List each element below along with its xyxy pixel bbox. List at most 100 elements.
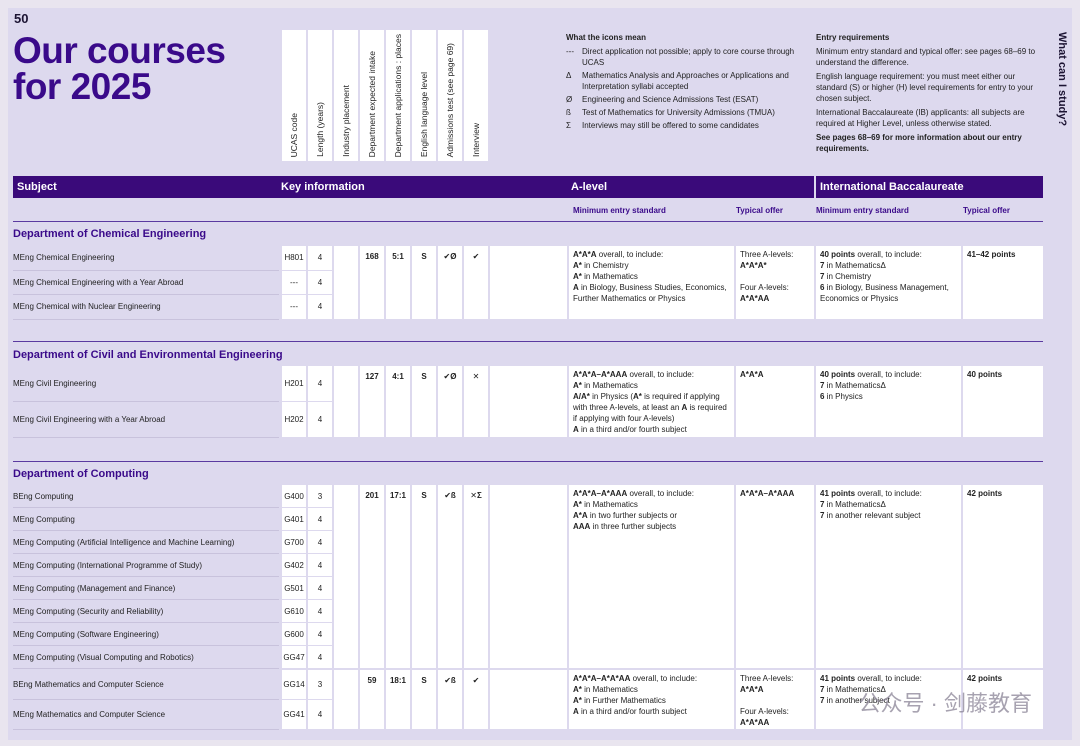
a-level-min-standard: A*A*A overall, to include: A* in Chemistr… <box>569 246 734 319</box>
column-header-label: Industry placement <box>341 85 351 157</box>
legend-text: Interviews may still be offered to some … <box>582 121 759 130</box>
ucas-code: G610 <box>282 600 306 622</box>
course-length: 4 <box>308 366 332 401</box>
page-number: 50 <box>14 11 29 26</box>
applications-ratio: 5:1 <box>386 246 410 319</box>
entry-requirements: Entry requirements Minimum entry standar… <box>816 32 1038 157</box>
industry-placement <box>334 366 358 437</box>
course-length: 4 <box>308 623 332 645</box>
ucas-code: GG14 <box>282 670 306 699</box>
course-name: MEng Chemical with Nuclear Engineering <box>13 295 279 320</box>
bar-subject: Subject <box>13 176 281 198</box>
department-heading: Department of Computing <box>13 468 149 480</box>
course-name: MEng Computing (International Programme … <box>13 554 279 577</box>
spacer-cell <box>490 366 567 437</box>
column-header: Department applications : places <box>386 30 410 161</box>
industry-placement <box>334 246 358 319</box>
applications-ratio: 4:1 <box>386 366 410 437</box>
course-length: 4 <box>308 531 332 553</box>
expected-intake: 168 <box>360 246 384 319</box>
page-title: Our courses for 2025 <box>13 30 226 107</box>
label-ib-min-standard: Minimum entry standard <box>816 206 909 215</box>
ucas-code: G600 <box>282 623 306 645</box>
industry-placement <box>334 485 358 668</box>
column-header: Length (years) <box>308 30 332 161</box>
icon-legend: What the icons mean --- Direct applicatio… <box>566 32 796 133</box>
course-length: 3 <box>308 485 332 507</box>
column-header: English language level <box>412 30 436 161</box>
column-header-label: Interview <box>471 122 481 157</box>
ib-min-standard: 41 points overall, to include: 7 in Mathe… <box>816 485 961 668</box>
column-header-label: Department applications : places <box>393 33 403 157</box>
course-length: 4 <box>308 700 332 729</box>
bar-ib: International Baccalaureate <box>816 176 1043 198</box>
english-level: S <box>412 366 436 437</box>
a-level-typical-offer: Three A-levels: A*A*A* Four A-levels: A*A*… <box>736 246 814 319</box>
entry-heading: Entry requirements <box>816 33 890 42</box>
interview: ✔ <box>464 670 488 729</box>
course-name: MEng Computing (Visual Computing and Rob… <box>13 646 279 669</box>
column-header: Admissions test (see page 69) <box>438 30 462 161</box>
expected-intake: 201 <box>360 485 384 668</box>
admissions-test: ✔ß <box>438 485 462 668</box>
english-level: S <box>412 485 436 668</box>
ucas-code: H202 <box>282 402 306 437</box>
column-header: Department expected intake <box>360 30 384 161</box>
spacer-cell <box>490 246 567 319</box>
expected-intake: 127 <box>360 366 384 437</box>
ucas-code: G401 <box>282 508 306 530</box>
course-length: 3 <box>308 670 332 699</box>
industry-placement <box>334 670 358 729</box>
legend-item: --- Direct application not possible; appl… <box>566 46 796 68</box>
course-name: MEng Mathematics and Computer Science <box>13 700 279 730</box>
course-name: MEng Chemical Engineering <box>13 246 279 271</box>
applications-ratio: 17:1 <box>386 485 410 668</box>
admissions-test: ✔Ø <box>438 366 462 437</box>
ucas-code: --- <box>282 270 306 294</box>
legend-text: Mathematics Analysis and Approaches or A… <box>582 71 789 91</box>
column-header: Interview <box>464 30 488 161</box>
ucas-code: G402 <box>282 554 306 576</box>
admissions-test: ✔Ø <box>438 246 462 319</box>
legend-symbol: Δ <box>566 71 572 80</box>
legend-symbol: ß <box>566 108 571 117</box>
legend-item: Σ Interviews may still be offered to some… <box>566 120 796 131</box>
course-name: MEng Computing (Security and Reliability… <box>13 600 279 623</box>
spacer-cell <box>490 485 567 668</box>
ib-typical-offer: 41–42 points <box>963 246 1043 319</box>
spacer-cell <box>490 670 567 729</box>
label-ib-typical-offer: Typical offer <box>963 206 1010 215</box>
ib-min-standard: 40 points overall, to include: 7 in Mathe… <box>816 366 961 437</box>
course-name: BEng Mathematics and Computer Science <box>13 670 279 700</box>
a-level-typical-offer: A*A*A <box>736 366 814 437</box>
divider <box>13 341 1043 342</box>
legend-heading: What the icons mean <box>566 33 647 42</box>
a-level-typical-offer: Three A-levels: A*A*A Four A-levels: A*A*A… <box>736 670 814 729</box>
bar-a-level: A-level <box>567 176 814 198</box>
course-length: 4 <box>308 554 332 576</box>
side-title: What can I study? <box>1056 32 1068 127</box>
column-header: UCAS code <box>282 30 306 161</box>
column-header-label: Length (years) <box>315 102 325 157</box>
legend-text: Engineering and Science Admissions Test … <box>582 95 759 104</box>
ucas-code: --- <box>282 295 306 319</box>
legend-item: ß Test of Mathematics for University Admi… <box>566 107 796 118</box>
column-header-label: UCAS code <box>289 112 299 157</box>
entry-p1: Minimum entry standard and typical offer… <box>816 47 1036 67</box>
course-name: MEng Civil Engineering <box>13 366 279 402</box>
divider <box>13 221 1043 222</box>
interview: ✕ <box>464 366 488 437</box>
legend-symbol: Ø <box>566 95 573 104</box>
ucas-code: G501 <box>282 577 306 599</box>
entry-p3: International Baccalaureate (IB) applica… <box>816 108 1025 128</box>
legend-text: Test of Mathematics for University Admis… <box>582 108 775 117</box>
course-name: BEng Computing <box>13 485 279 508</box>
prospectus-page: 50 Our courses for 2025 UCAS code Length … <box>8 8 1072 740</box>
department-heading: Department of Civil and Environmental En… <box>13 349 283 361</box>
course-name: MEng Computing (Software Engineering) <box>13 623 279 646</box>
course-length: 4 <box>308 577 332 599</box>
course-length: 4 <box>308 646 332 668</box>
interview: ✔ <box>464 246 488 319</box>
course-name: MEng Computing (Artificial Intelligence … <box>13 531 279 554</box>
course-name: MEng Chemical Engineering with a Year Ab… <box>13 271 279 295</box>
